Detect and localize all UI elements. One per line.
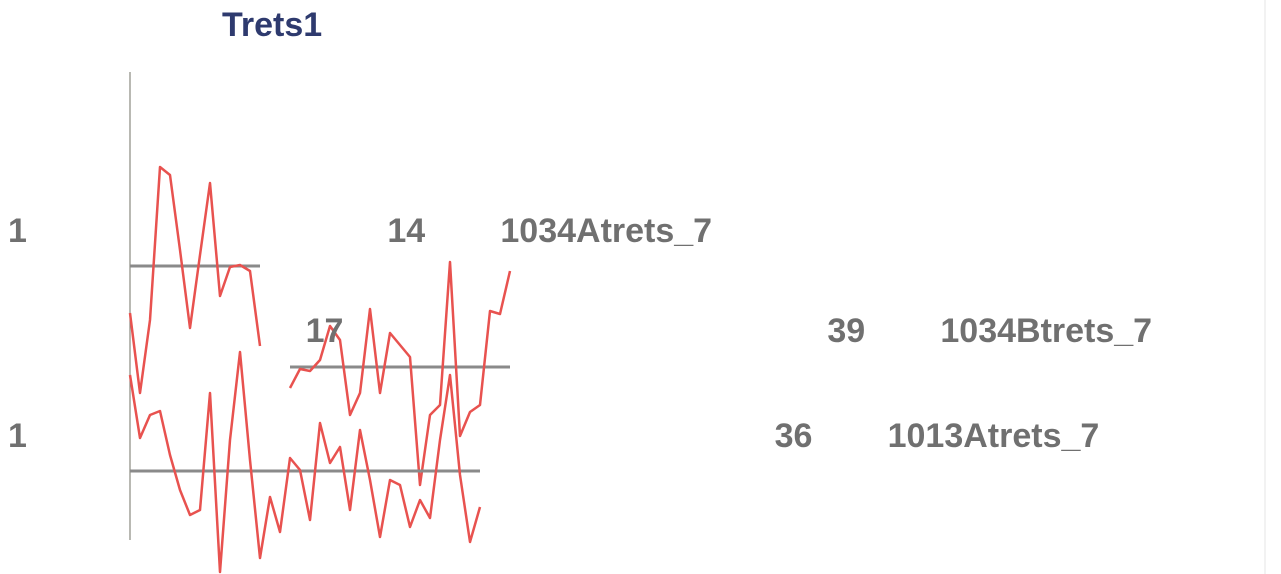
series-line bbox=[288, 260, 512, 487]
series-line bbox=[128, 350, 482, 574]
end-label: 36 bbox=[775, 417, 813, 455]
start-label: 17 bbox=[306, 312, 344, 350]
series-name: 1013Atrets_7 bbox=[888, 417, 1100, 455]
series-name: 1034Atrets_7 bbox=[500, 212, 712, 250]
end-label: 39 bbox=[827, 312, 865, 350]
start-label: 1 bbox=[8, 417, 27, 455]
start-label: 1 bbox=[8, 212, 27, 250]
end-label: 14 bbox=[387, 212, 425, 250]
series-name: 1034Btrets_7 bbox=[940, 312, 1152, 350]
chart-title: Trets1 bbox=[222, 6, 322, 44]
series-line bbox=[128, 165, 262, 395]
